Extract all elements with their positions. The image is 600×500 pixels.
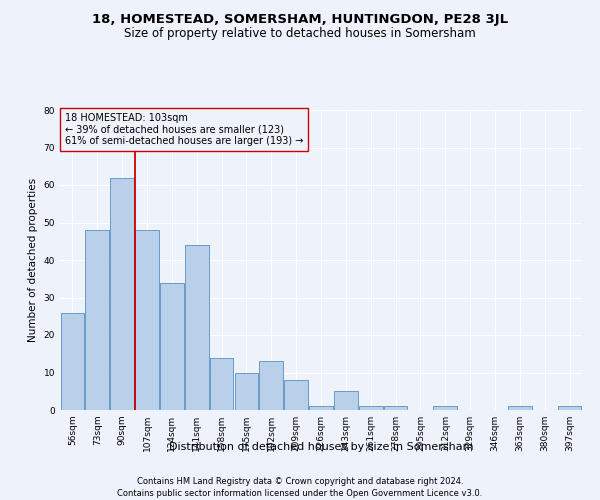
Bar <box>309 406 333 410</box>
Text: Distribution of detached houses by size in Somersham: Distribution of detached houses by size … <box>169 442 473 452</box>
Bar <box>284 380 308 410</box>
Y-axis label: Number of detached properties: Number of detached properties <box>28 178 38 342</box>
Bar <box>259 361 283 410</box>
Text: 18 HOMESTEAD: 103sqm
← 39% of detached houses are smaller (123)
61% of semi-deta: 18 HOMESTEAD: 103sqm ← 39% of detached h… <box>65 113 304 146</box>
Bar <box>135 230 159 410</box>
Text: 18, HOMESTEAD, SOMERSHAM, HUNTINGDON, PE28 3JL: 18, HOMESTEAD, SOMERSHAM, HUNTINGDON, PE… <box>92 12 508 26</box>
Bar <box>508 406 532 410</box>
Bar <box>235 372 258 410</box>
Bar <box>359 406 383 410</box>
Text: Size of property relative to detached houses in Somersham: Size of property relative to detached ho… <box>124 28 476 40</box>
Bar <box>110 178 134 410</box>
Bar <box>185 245 209 410</box>
Bar <box>433 406 457 410</box>
Bar <box>61 312 84 410</box>
Bar <box>160 282 184 410</box>
Bar <box>334 391 358 410</box>
Bar <box>558 406 581 410</box>
Bar <box>384 406 407 410</box>
Text: Contains HM Land Registry data © Crown copyright and database right 2024.: Contains HM Land Registry data © Crown c… <box>137 478 463 486</box>
Text: Contains public sector information licensed under the Open Government Licence v3: Contains public sector information licen… <box>118 489 482 498</box>
Bar <box>85 230 109 410</box>
Bar <box>210 358 233 410</box>
